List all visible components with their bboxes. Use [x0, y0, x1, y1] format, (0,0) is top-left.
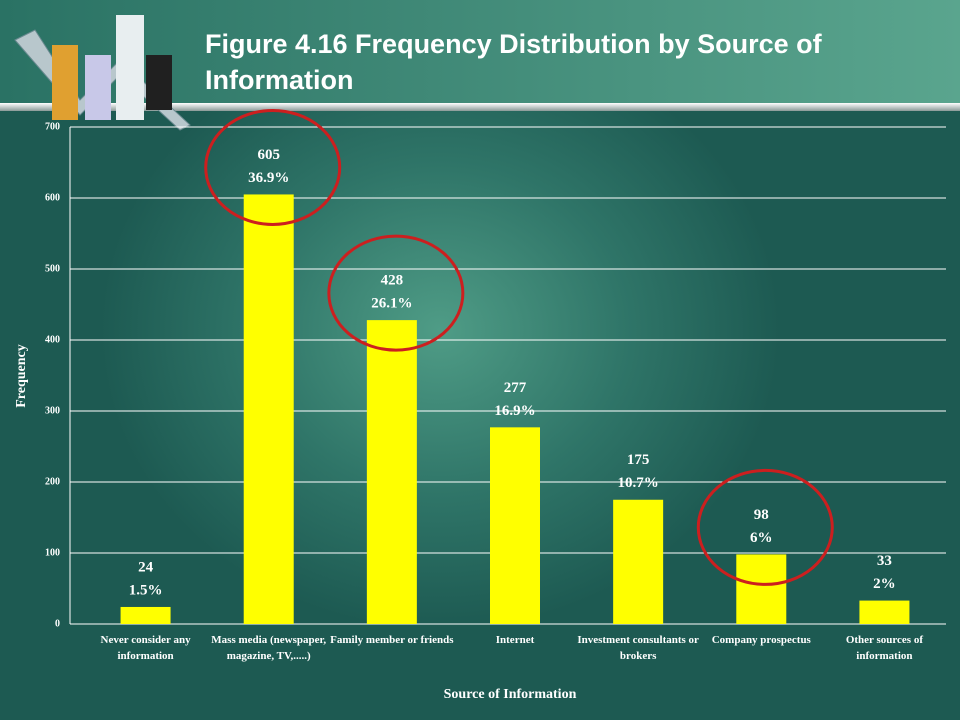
- header-rule: [0, 103, 960, 111]
- value-label: 277: [504, 380, 527, 396]
- x-tick-label: Company prospectus: [711, 634, 811, 646]
- highlight-circle: [327, 234, 465, 352]
- y-tick-label: 100: [45, 547, 60, 558]
- value-label: 175: [627, 452, 650, 468]
- y-axis-title: Frequency: [14, 344, 29, 408]
- highlight-circle: [204, 108, 342, 226]
- x-axis-title: Source of Information: [444, 687, 577, 702]
- bar: [366, 320, 417, 624]
- x-tick-label: Investment consultants or brokers: [577, 634, 699, 662]
- bar: [736, 554, 787, 624]
- y-tick-label: 500: [45, 263, 60, 274]
- bar: [120, 606, 171, 624]
- bar: [613, 499, 664, 624]
- value-label: 24: [138, 559, 154, 575]
- logo: [14, 15, 191, 131]
- percentage-label: 1.5%: [129, 582, 163, 598]
- value-label: 428: [381, 273, 404, 289]
- highlight-circle: [696, 468, 834, 586]
- value-label: 98: [754, 507, 769, 523]
- chart-title: Figure 4.16 Frequency Distribution by So…: [205, 29, 822, 95]
- y-tick-label: 0: [55, 618, 60, 629]
- percentage-label: 10.7%: [618, 475, 659, 491]
- percentage-label: 2%: [873, 576, 896, 592]
- x-tick-label: Other sources of information: [845, 634, 924, 662]
- bar: [490, 427, 540, 624]
- percentage-label: 36.9%: [248, 170, 289, 186]
- percentage-label: 16.9%: [494, 403, 535, 419]
- percentage-label: 6%: [750, 530, 773, 546]
- x-tick-label: Mass media (newspaper, magazine, TV,....…: [211, 634, 327, 662]
- y-tick-label: 600: [45, 192, 60, 203]
- percentage-label: 26.1%: [371, 296, 412, 312]
- x-tick-label: Never consider any information: [100, 634, 191, 662]
- y-tick-label: 400: [45, 334, 60, 345]
- x-tick-label: Internet: [495, 634, 535, 646]
- value-label: 605: [257, 147, 280, 163]
- y-tick-label: 700: [45, 121, 60, 132]
- y-tick-label: 300: [45, 405, 60, 416]
- bar: [243, 194, 294, 624]
- value-label: 33: [877, 553, 892, 569]
- bar: [859, 600, 910, 624]
- y-tick-label: 200: [45, 476, 60, 487]
- x-tick-label: Family member or friends: [330, 634, 454, 646]
